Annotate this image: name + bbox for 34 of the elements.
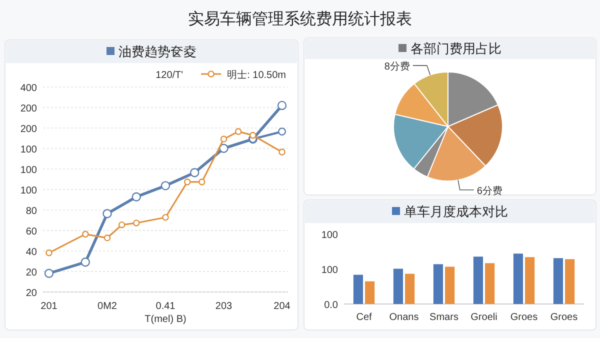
x-tick-label: 201 bbox=[40, 301, 58, 312]
text: 100 bbox=[20, 165, 38, 176]
slice-label: 6分费 bbox=[476, 184, 502, 197]
x-tick-label: 0.41 bbox=[156, 301, 176, 312]
text: 20 bbox=[26, 268, 38, 278]
chart-subtitle: 油费趋势奁夌 bbox=[118, 44, 196, 59]
x-tick-label: Groes bbox=[510, 312, 538, 323]
text: 20 bbox=[26, 288, 38, 299]
text: 200 bbox=[20, 104, 38, 114]
text: 100 bbox=[321, 265, 338, 276]
chart-title: 实易车辆管理系统费用统计报表 bbox=[188, 10, 412, 28]
x-tick-label: 203 bbox=[215, 301, 233, 312]
text: 0.0 bbox=[324, 300, 338, 311]
chart-subtitle: 单车月度成本对比 bbox=[404, 204, 508, 219]
chart-subtitle: 各部门费用占比 bbox=[410, 41, 502, 56]
x-tick-label: Groes bbox=[550, 312, 578, 323]
x-tick-label: Groeli bbox=[470, 312, 498, 323]
text: 100 bbox=[20, 144, 38, 156]
text: 120/T' bbox=[156, 70, 184, 81]
legend-label: 明士: 10.50m bbox=[227, 69, 286, 81]
text: 400 bbox=[20, 83, 38, 94]
slice-label: 8分费 bbox=[384, 60, 410, 73]
x-tick-label: 204 bbox=[274, 301, 291, 312]
x-tick-label: Onans bbox=[389, 312, 419, 323]
text: 40 bbox=[26, 247, 38, 258]
x-tick-label: 0M2 bbox=[98, 301, 118, 312]
x-tick-label: Cef bbox=[356, 312, 372, 323]
text: 60 bbox=[26, 226, 38, 238]
text: 200 bbox=[20, 124, 38, 135]
text: 100 bbox=[321, 230, 338, 241]
x-tick-label: Smars bbox=[430, 312, 458, 323]
text: 100 bbox=[20, 186, 38, 196]
text: 80 bbox=[26, 206, 38, 217]
x-axis-title: T(mel) B) bbox=[144, 314, 186, 325]
